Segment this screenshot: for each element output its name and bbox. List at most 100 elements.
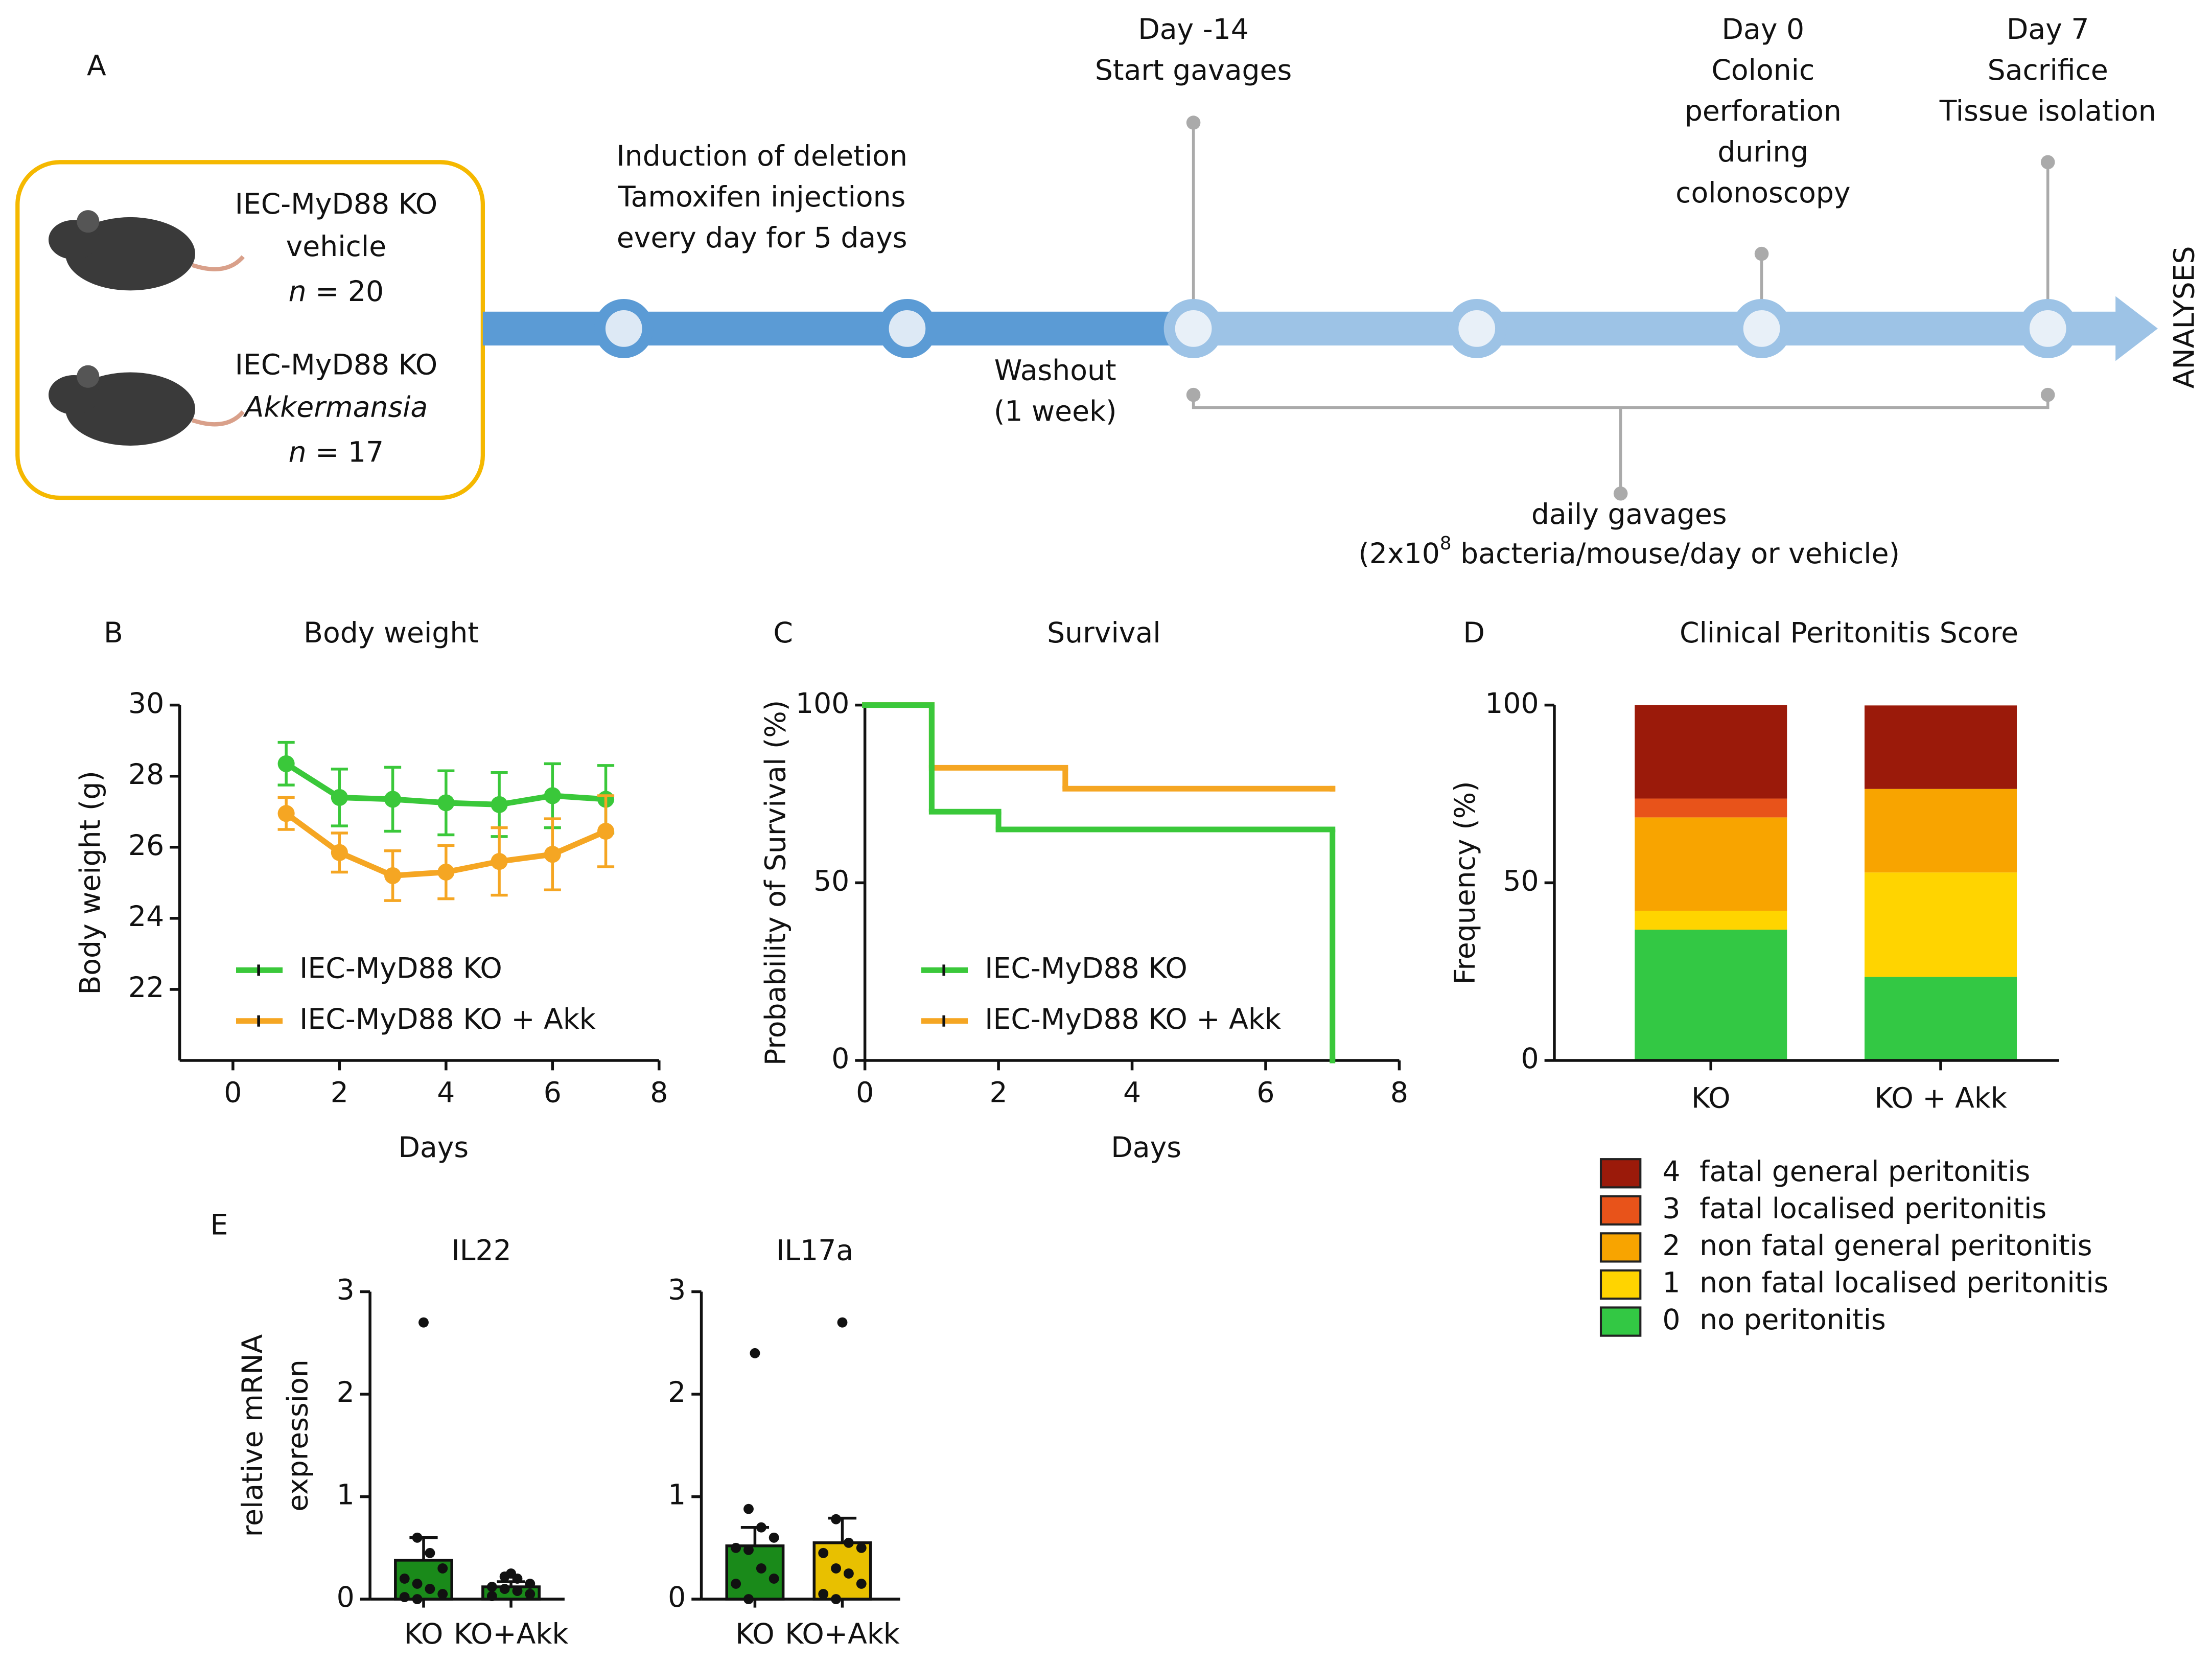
dose-sup: 8 xyxy=(1440,533,1452,554)
gavage-text: daily gavages xyxy=(1531,498,1727,531)
data-point xyxy=(843,1568,854,1579)
y-tick-label: 1 xyxy=(668,1479,686,1512)
data-point xyxy=(399,1592,410,1602)
bar-segment xyxy=(1635,930,1787,1061)
data-point xyxy=(743,1544,754,1555)
n-value: = 17 xyxy=(307,436,384,469)
x-tick-label: KO xyxy=(1691,1082,1731,1115)
panel-label: D xyxy=(1463,617,1484,650)
y-tick-label: 24 xyxy=(128,900,164,933)
timeline-text: during xyxy=(1717,136,1808,169)
y-tick-label: 3 xyxy=(668,1274,686,1307)
y-tick-label: 100 xyxy=(796,687,849,720)
legend-score: 4 xyxy=(1662,1155,1680,1188)
y-tick-label: 2 xyxy=(668,1376,686,1409)
timeline-text: colonoscopy xyxy=(1675,177,1850,210)
n-symbol: n xyxy=(289,436,307,469)
y-axis-label: relative mRNA xyxy=(237,1334,269,1537)
legend-label: IEC-MyD88 KO xyxy=(985,953,1188,985)
x-tick-label: 0 xyxy=(856,1076,874,1109)
data-point xyxy=(750,1348,760,1358)
y-axis-label: expression xyxy=(282,1359,314,1512)
timeline-text: Tamoxifen injections xyxy=(618,181,905,214)
bar-segment xyxy=(1635,911,1787,930)
legend-label: non fatal localised peritonitis xyxy=(1699,1267,2108,1300)
x-tick-label: KO+Akk xyxy=(785,1618,900,1651)
point xyxy=(544,787,561,804)
x-tick-label: 6 xyxy=(1256,1076,1274,1109)
x-axis-label: Days xyxy=(398,1131,469,1164)
group-n: n = 20 xyxy=(289,275,384,308)
data-point xyxy=(831,1514,842,1524)
bar-segment xyxy=(1865,789,2017,873)
x-tick-label: 0 xyxy=(224,1076,242,1109)
x-tick-label: 4 xyxy=(1123,1076,1141,1109)
y-tick-label: 50 xyxy=(1503,865,1539,897)
data-point xyxy=(499,1571,510,1582)
x-tick-label: KO+Akk xyxy=(454,1618,569,1651)
y-tick-label: 0 xyxy=(1521,1043,1539,1075)
group-name: IEC-MyD88 KO xyxy=(235,349,438,382)
data-point xyxy=(756,1563,766,1574)
chart-title: Survival xyxy=(1047,617,1160,650)
bar-segment xyxy=(1865,872,2017,977)
dose-base: (2x10 xyxy=(1358,538,1439,570)
point xyxy=(544,846,561,863)
y-tick-label: 1 xyxy=(337,1479,355,1512)
chart-title: IL22 xyxy=(452,1234,511,1267)
point xyxy=(437,863,455,881)
dose-rest: bacteria/mouse/day or vehicle) xyxy=(1452,538,1900,570)
x-tick-label: 8 xyxy=(1390,1076,1408,1109)
timeline-text: Colonic xyxy=(1711,54,1814,87)
data-point xyxy=(818,1589,829,1599)
panel-label: A xyxy=(87,50,106,83)
legend-label: no peritonitis xyxy=(1699,1304,1886,1336)
point xyxy=(491,853,508,870)
data-point xyxy=(499,1584,510,1594)
data-point xyxy=(843,1537,854,1548)
timeline-text: Day 7 xyxy=(2007,13,2089,46)
legend-label: IEC-MyD88 KO + Akk xyxy=(985,1003,1281,1036)
y-tick-label: 0 xyxy=(337,1581,355,1614)
timeline xyxy=(482,115,2158,501)
data-point xyxy=(437,1589,448,1599)
timeline-end: ANALYSES xyxy=(2168,246,2201,388)
point xyxy=(277,755,295,772)
n-value: = 20 xyxy=(307,275,384,308)
chart-title: Clinical Peritonitis Score xyxy=(1680,617,2018,650)
data-point xyxy=(731,1579,741,1589)
group-treatment: Akkermansia xyxy=(243,391,428,424)
legend-score: 1 xyxy=(1662,1267,1680,1300)
timeline-text: Sacrifice xyxy=(1988,54,2108,87)
panel-label: E xyxy=(210,1209,228,1242)
data-point xyxy=(486,1582,497,1592)
timeline-text: Washout xyxy=(994,355,1116,387)
group-name: IEC-MyD88 KO xyxy=(235,188,438,221)
legend-label: IEC-MyD88 KO + Akk xyxy=(299,1003,596,1036)
point xyxy=(331,844,348,861)
y-tick-label: 100 xyxy=(1485,687,1539,720)
mouse-icon xyxy=(49,210,245,446)
group-n: n = 17 xyxy=(289,436,384,469)
point xyxy=(277,805,295,822)
group-treatment: vehicle xyxy=(286,230,387,263)
data-point xyxy=(856,1542,867,1553)
x-tick-label: 8 xyxy=(650,1076,668,1109)
x-tick-label: 6 xyxy=(544,1076,562,1109)
data-point xyxy=(856,1579,867,1589)
point xyxy=(491,796,508,813)
data-point xyxy=(412,1532,423,1543)
bar-segment xyxy=(1635,798,1787,818)
timeline-text: (1 week) xyxy=(994,396,1117,428)
data-point xyxy=(512,1586,523,1596)
x-tick-label: KO + Akk xyxy=(1874,1082,2007,1115)
data-point xyxy=(831,1563,842,1574)
point xyxy=(384,867,402,884)
timeline-text: Tissue isolation xyxy=(1939,95,2156,128)
y-axis-label: Frequency (%) xyxy=(1449,781,1482,984)
data-point xyxy=(418,1317,429,1328)
bar-segment xyxy=(1635,817,1787,911)
legend-swatch xyxy=(1599,1158,1642,1189)
x-tick-label: KO xyxy=(404,1618,444,1651)
data-point xyxy=(412,1579,423,1589)
